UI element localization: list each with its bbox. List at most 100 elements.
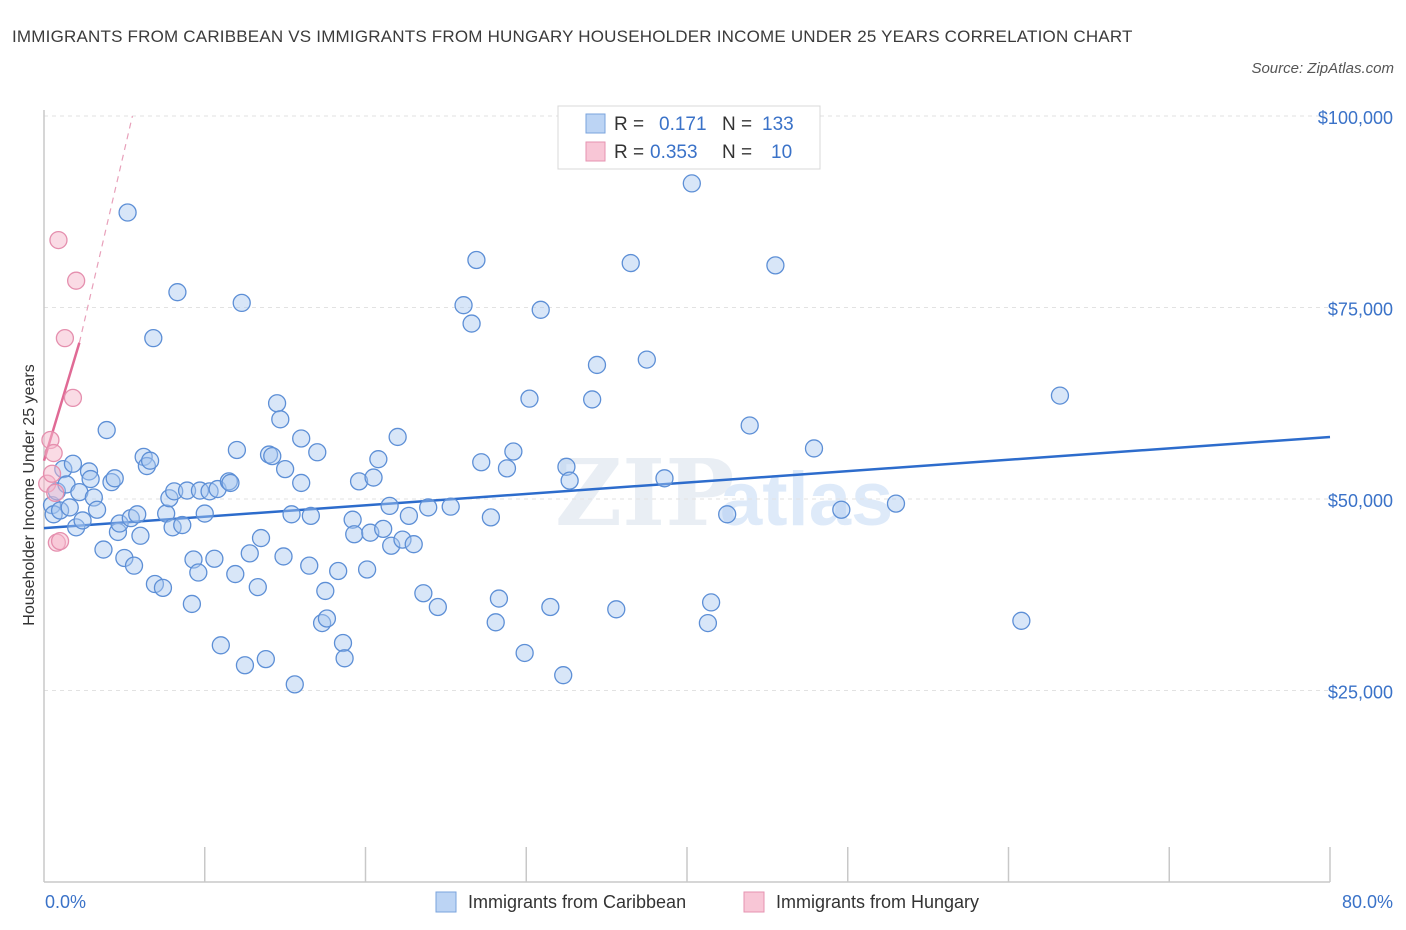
point-hungary-4: [46, 483, 65, 503]
point-caribbean-122: [740, 416, 759, 435]
legend-r-label-hungary: R =: [614, 142, 644, 163]
point-caribbean-64: [275, 459, 295, 479]
point-caribbean-83: [364, 468, 383, 487]
point-caribbean-75: [329, 561, 348, 581]
point-caribbean-15: [94, 540, 113, 559]
point-caribbean-67: [292, 429, 311, 448]
point-caribbean-22: [118, 203, 137, 222]
point-caribbean-62: [271, 410, 290, 429]
point-caribbean-129: [1050, 386, 1070, 405]
point-caribbean-44: [195, 504, 214, 523]
chart-source: Source: ZipAtlas.com: [1251, 60, 1394, 77]
point-caribbean-73: [316, 581, 335, 601]
point-caribbean-46: [205, 549, 224, 568]
point-caribbean-103: [497, 459, 517, 478]
bottom-legend-label-hungary: Immigrants from Hungary: [776, 892, 979, 912]
point-caribbean-121: [718, 505, 737, 524]
watermark: ZIP atlas: [555, 439, 893, 547]
point-caribbean-54: [235, 656, 255, 675]
point-caribbean-43: [190, 481, 210, 500]
point-caribbean-111: [560, 471, 579, 490]
point-caribbean-12: [81, 469, 100, 489]
point-caribbean-66: [285, 675, 304, 694]
bottom-legend-label-caribbean: Immigrants from Caribbean: [468, 892, 686, 912]
point-caribbean-63: [274, 547, 293, 566]
point-hungary-9: [67, 271, 86, 290]
point-caribbean-71: [308, 443, 327, 462]
point-caribbean-51: [226, 564, 245, 584]
point-caribbean-38: [173, 515, 192, 535]
point-hungary-7: [55, 328, 75, 348]
point-caribbean-95: [441, 497, 460, 516]
point-caribbean-86: [380, 496, 399, 516]
point-caribbean-112: [583, 390, 602, 409]
bottom-legend-swatch-caribbean: [435, 891, 457, 913]
point-caribbean-56: [248, 577, 267, 597]
legend-n-label-caribbean: N =: [722, 114, 752, 135]
point-caribbean-53: [232, 293, 251, 313]
y-axis-label: Householder Income Under 25 years: [21, 364, 38, 625]
point-caribbean-57: [251, 528, 271, 548]
point-caribbean-48: [211, 636, 230, 655]
point-caribbean-107: [531, 300, 550, 319]
point-caribbean-50: [221, 473, 240, 493]
point-caribbean-37: [168, 283, 187, 302]
point-caribbean-10: [73, 511, 92, 530]
point-caribbean-69: [300, 556, 319, 575]
y-tick-label-25000: $25,000: [1328, 683, 1393, 703]
point-caribbean-128: [1012, 611, 1031, 630]
point-caribbean-113: [587, 355, 607, 375]
chart-title: IMMIGRANTS FROM CARIBBEAN VS IMMIGRANTS …: [12, 27, 1133, 46]
point-caribbean-7: [63, 454, 83, 473]
legend-n-value-hungary: 10: [771, 142, 792, 163]
point-caribbean-39: [177, 481, 197, 500]
y-tick-label-75000: $75,000: [1328, 300, 1393, 320]
point-caribbean-26: [131, 526, 150, 545]
point-caribbean-87: [382, 536, 401, 555]
point-caribbean-105: [515, 643, 534, 663]
point-caribbean-20: [110, 514, 129, 533]
point-caribbean-14: [87, 500, 107, 519]
legend-swatch-hungary: [585, 141, 606, 162]
point-caribbean-125: [804, 439, 824, 458]
point-hungary-10: [49, 230, 68, 250]
point-caribbean-104: [504, 442, 523, 461]
point-caribbean-78: [343, 510, 362, 529]
x-axis-ticks: [204, 847, 1331, 882]
point-caribbean-118: [682, 174, 701, 193]
point-caribbean-89: [393, 530, 412, 549]
point-caribbean-11: [79, 462, 99, 481]
point-hungary-2: [42, 464, 62, 483]
point-caribbean-24: [124, 556, 144, 575]
y-tick-label-100000: $100,000: [1318, 108, 1393, 128]
point-caribbean-110: [557, 457, 576, 476]
x-tick-label-max: 80.0%: [1342, 892, 1393, 912]
point-caribbean-93: [419, 498, 438, 517]
point-hungary-8: [63, 388, 83, 408]
point-caribbean-25: [128, 505, 147, 524]
point-hungary-6: [50, 531, 70, 551]
point-caribbean-52: [227, 440, 247, 460]
point-caribbean-58: [256, 649, 275, 669]
svg-text:ZIP: ZIP: [555, 439, 734, 547]
y-tick-labels: $25,000 $50,000 $75,000 $100,000: [1318, 108, 1393, 703]
point-caribbean-77: [335, 649, 354, 668]
point-caribbean-94: [428, 597, 447, 617]
point-caribbean-79: [345, 525, 364, 544]
point-caribbean-109: [554, 666, 573, 685]
point-caribbean-123: [766, 256, 785, 275]
point-caribbean-36: [165, 482, 184, 501]
point-caribbean-16: [97, 420, 116, 440]
point-caribbean-120: [701, 593, 721, 612]
legend-r-value-hungary: 0.353: [650, 142, 698, 163]
point-caribbean-61: [267, 394, 287, 413]
trend-line-hungary-extended: [78, 115, 133, 343]
point-caribbean-40: [182, 594, 202, 614]
series-hungary-points: [38, 230, 86, 552]
legend-r-value-caribbean: 0.171: [659, 114, 707, 135]
point-caribbean-74: [317, 609, 337, 628]
point-caribbean-106: [520, 389, 539, 408]
trend-line-caribbean: [43, 435, 1331, 530]
gridlines: [44, 115, 1330, 691]
